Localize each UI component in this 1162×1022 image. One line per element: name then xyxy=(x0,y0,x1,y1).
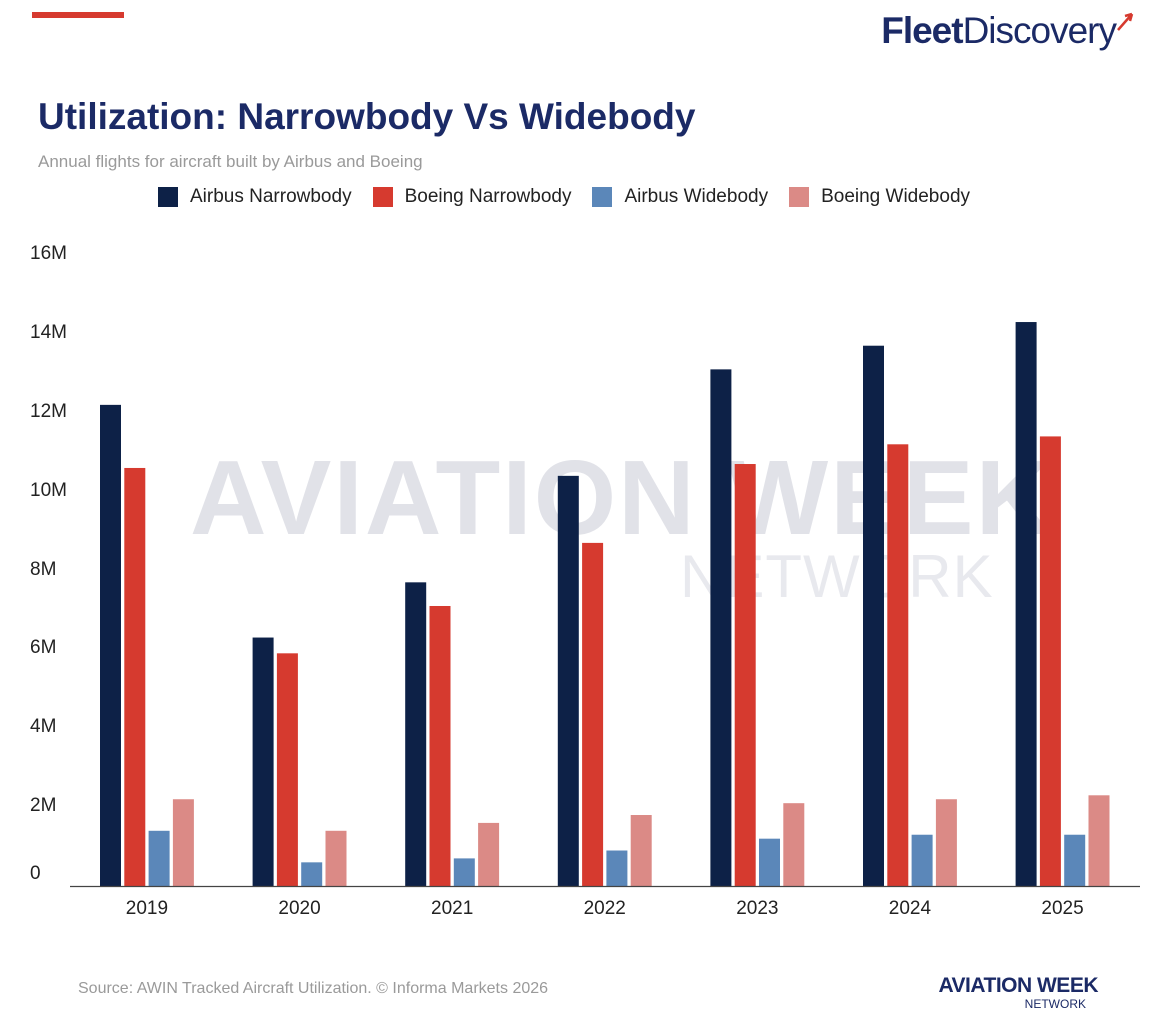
bar-airbus-widebody-2023 xyxy=(759,838,780,886)
x-tick-label: 2025 xyxy=(1041,898,1084,919)
footer-logo-main: AVIATION WEEK xyxy=(938,974,1098,997)
aviation-week-logo: AVIATION WEEK NETWORK xyxy=(938,974,1098,1010)
x-tick-label: 2024 xyxy=(888,898,932,919)
legend-label: Airbus Widebody xyxy=(624,186,769,207)
bar-airbus-widebody-2021 xyxy=(453,858,475,886)
bar-boeing-widebody-2019 xyxy=(172,799,194,886)
bar-airbus-narrowbody-2023 xyxy=(710,369,732,886)
legend-swatch xyxy=(592,187,613,207)
bar-airbus-narrowbody-2024 xyxy=(863,345,884,886)
chart-subtitle: Annual flights for aircraft built by Air… xyxy=(38,152,423,171)
x-tick-label: 2021 xyxy=(431,898,474,919)
legend: Airbus Narrowbody Boeing Narrowbody Airb… xyxy=(158,186,991,208)
x-tick-label: 2022 xyxy=(583,898,626,919)
legend-swatch xyxy=(789,187,810,207)
legend-label: Boeing Narrowbody xyxy=(404,186,572,207)
y-tick-label: 12M xyxy=(30,400,67,422)
brand-logo-part1: Fleet xyxy=(881,10,963,51)
bar-airbus-narrowbody-2021 xyxy=(405,582,427,886)
legend-label: Boeing Widebody xyxy=(821,186,971,207)
bar-boeing-narrowbody-2022 xyxy=(582,542,604,886)
bar-boeing-narrowbody-2021 xyxy=(429,605,451,886)
legend-swatch xyxy=(372,187,393,207)
legend-item: Airbus Widebody xyxy=(592,186,768,208)
bar-boeing-narrowbody-2023 xyxy=(734,464,756,886)
x-tick-label: 2019 xyxy=(125,898,169,919)
arrow-icon xyxy=(1117,12,1134,31)
footer-logo-sub: NETWORK xyxy=(1024,997,1086,1011)
bar-airbus-narrowbody-2025 xyxy=(1015,322,1037,886)
y-tick-label: 0 xyxy=(30,863,41,884)
bar-boeing-widebody-2020 xyxy=(325,830,347,886)
bar-boeing-narrowbody-2019 xyxy=(124,467,146,886)
fleet-discovery-logo: FleetDiscovery xyxy=(881,10,1134,60)
y-tick-label: 10M xyxy=(30,479,67,501)
legend-item: Boeing Narrowbody xyxy=(372,186,572,208)
x-tick-label: 2020 xyxy=(278,898,321,919)
bar-airbus-narrowbody-2022 xyxy=(557,475,579,886)
y-tick-label: 14M xyxy=(30,321,67,343)
y-tick-label: 16M xyxy=(30,243,67,264)
bar-boeing-narrowbody-2024 xyxy=(887,444,909,886)
bar-airbus-widebody-2019 xyxy=(148,830,170,886)
legend-swatch xyxy=(158,187,178,207)
brand-logo-part2: Discovery xyxy=(962,10,1117,51)
y-tick-label: 2M xyxy=(30,795,57,817)
bar-airbus-narrowbody-2020 xyxy=(252,637,274,886)
bar-boeing-narrowbody-2020 xyxy=(276,653,298,886)
legend-item: Airbus Narrowbody xyxy=(158,186,352,208)
bar-airbus-narrowbody-2019 xyxy=(100,404,121,886)
legend-label: Airbus Narrowbody xyxy=(190,186,352,207)
bar-airbus-widebody-2024 xyxy=(911,834,933,886)
bar-boeing-narrowbody-2025 xyxy=(1039,436,1061,886)
y-tick-label: 4M xyxy=(30,716,57,738)
y-tick-label: 6M xyxy=(30,637,57,659)
bar-boeing-widebody-2025 xyxy=(1088,795,1110,886)
accent-bar xyxy=(32,12,124,18)
bar-airbus-widebody-2020 xyxy=(301,862,323,886)
chart-title: Utilization: Narrowbody Vs Widebody xyxy=(38,96,696,137)
x-tick-label: 2023 xyxy=(736,898,779,919)
bar-boeing-widebody-2022 xyxy=(630,815,652,886)
source-note: Source: AWIN Tracked Aircraft Utilizatio… xyxy=(78,980,549,997)
watermark-sub: NETWORK xyxy=(680,543,994,610)
legend-item: Boeing Widebody xyxy=(789,186,970,208)
watermark-main: AVIATION WEEK xyxy=(190,439,1055,557)
bar-boeing-widebody-2024 xyxy=(935,799,957,886)
bar-airbus-widebody-2022 xyxy=(606,850,628,886)
bar-boeing-widebody-2021 xyxy=(478,822,500,886)
bar-airbus-widebody-2025 xyxy=(1064,834,1086,886)
bar-boeing-widebody-2023 xyxy=(783,803,805,886)
y-tick-label: 8M xyxy=(30,558,57,580)
